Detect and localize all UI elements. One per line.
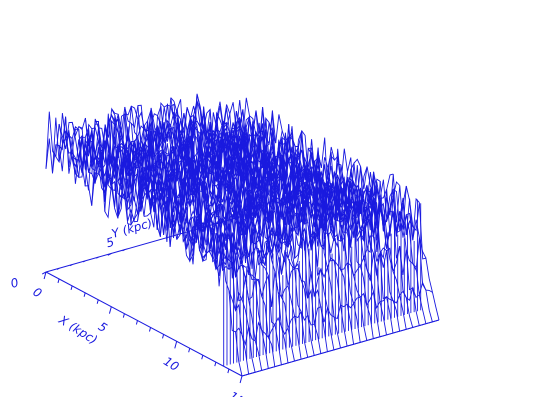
mesh-line-constant-x (91, 123, 290, 206)
x-axis-line (45, 271, 243, 377)
x-tick (43, 271, 47, 280)
x-tick (135, 320, 138, 325)
x-tick (214, 362, 217, 367)
mesh-line-constant-x (52, 93, 250, 174)
tick-marks (41, 249, 243, 384)
y-axis-label: Y (kpc) (110, 216, 154, 241)
y-tick (82, 260, 86, 263)
x-tick (70, 285, 73, 290)
y-tick (41, 271, 47, 275)
x-tick (148, 327, 152, 332)
mesh-line-constant-x (208, 185, 407, 277)
mesh-line-constant-x (45, 97, 244, 169)
mesh-line-constant-x (228, 237, 427, 311)
x-tick (162, 334, 165, 339)
x-tick (108, 306, 112, 314)
x-axis-label: X (kpc) (56, 312, 100, 347)
x-tick (239, 375, 243, 384)
y-tick (56, 267, 60, 270)
x-tick (57, 278, 60, 284)
x-tick (227, 368, 230, 374)
mesh-line-constant-x (130, 141, 329, 221)
mesh-line-constant-x (221, 197, 420, 279)
y-tick (96, 256, 99, 259)
mesh-line-constant-x (117, 131, 316, 219)
mesh-line-constant-x (156, 151, 355, 237)
x-tick (122, 313, 125, 318)
y-tick (122, 249, 126, 252)
x-tick-label: 15 (226, 389, 246, 397)
y-tick (107, 252, 112, 256)
y-tick-label: 5 (105, 235, 116, 251)
mesh-line-constant-x (176, 171, 375, 253)
surface-mesh (45, 93, 440, 377)
mesh-line-constant-x (241, 319, 440, 377)
mesh-line-constant-x (58, 99, 257, 178)
x-tick (188, 348, 191, 353)
mesh-line-constant-x (235, 281, 433, 347)
mesh-line-constant-x (71, 107, 270, 176)
x-tick (96, 299, 99, 304)
y-tick-label: 0 (9, 275, 21, 291)
x-tick (174, 341, 178, 349)
mesh-line-constant-x (189, 174, 388, 254)
mesh-line-constant-x (202, 178, 401, 271)
mesh-line-constant-x (143, 149, 342, 228)
x-tick (201, 355, 204, 360)
x-tick-label: 10 (161, 354, 182, 374)
x-tick-label: 0 (30, 285, 44, 301)
mesh-line-constant-x (215, 189, 414, 278)
x-tick (83, 292, 86, 297)
y-tick (69, 264, 73, 267)
